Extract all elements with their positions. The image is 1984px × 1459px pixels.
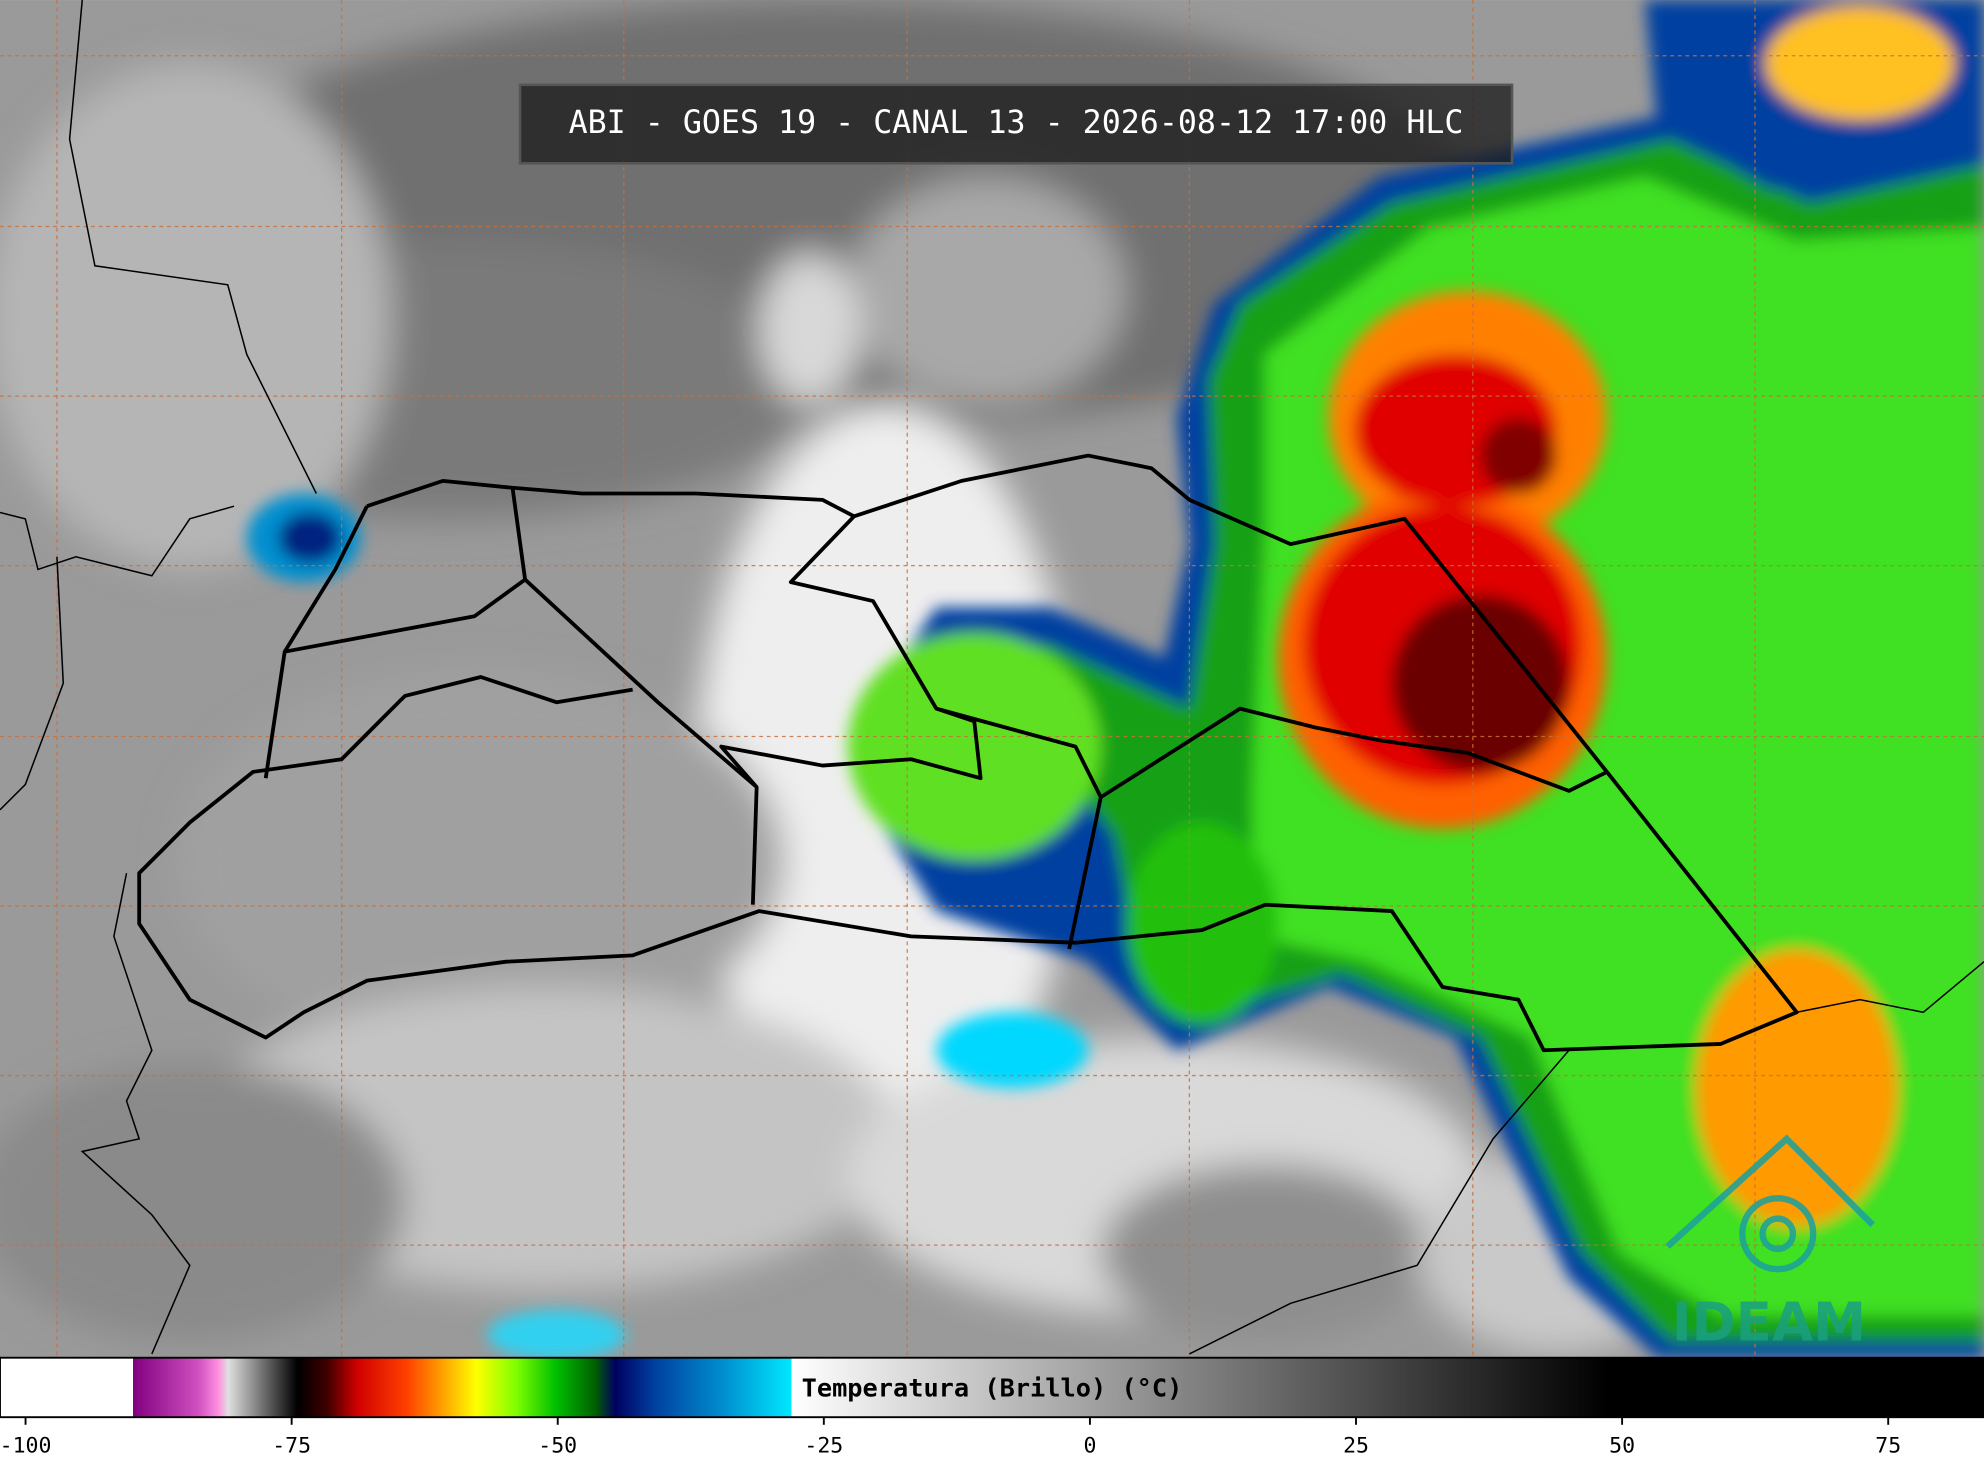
tick-label: -100 xyxy=(0,1433,51,1458)
colorbar-label: Temperatura (Brillo) (°C) xyxy=(802,1373,1183,1402)
tick-label: 50 xyxy=(1609,1433,1635,1458)
tick-label: -25 xyxy=(804,1433,843,1458)
tick-label: 0 xyxy=(1083,1433,1096,1458)
graticule xyxy=(0,0,1984,1358)
logo-text: IDEAM xyxy=(1672,1292,1866,1354)
tick-label: 25 xyxy=(1343,1433,1369,1458)
title: ABI - GOES 19 - CANAL 13 - 2026-08-12 17… xyxy=(569,105,1464,141)
imagery xyxy=(0,0,1984,1361)
boundaries xyxy=(0,0,1984,1355)
tick-label: 75 xyxy=(1875,1433,1901,1458)
tick-label: -50 xyxy=(538,1433,577,1458)
colorbar: Temperatura (Brillo) (°C) -100 -75 -50 -25 0… xyxy=(0,1356,1984,1458)
title-box: ABI - GOES 19 - CANAL 13 - 2026-08-12 17… xyxy=(518,83,1514,165)
logo: IDEAM xyxy=(1665,1134,1875,1354)
tick-label: -75 xyxy=(272,1433,311,1458)
